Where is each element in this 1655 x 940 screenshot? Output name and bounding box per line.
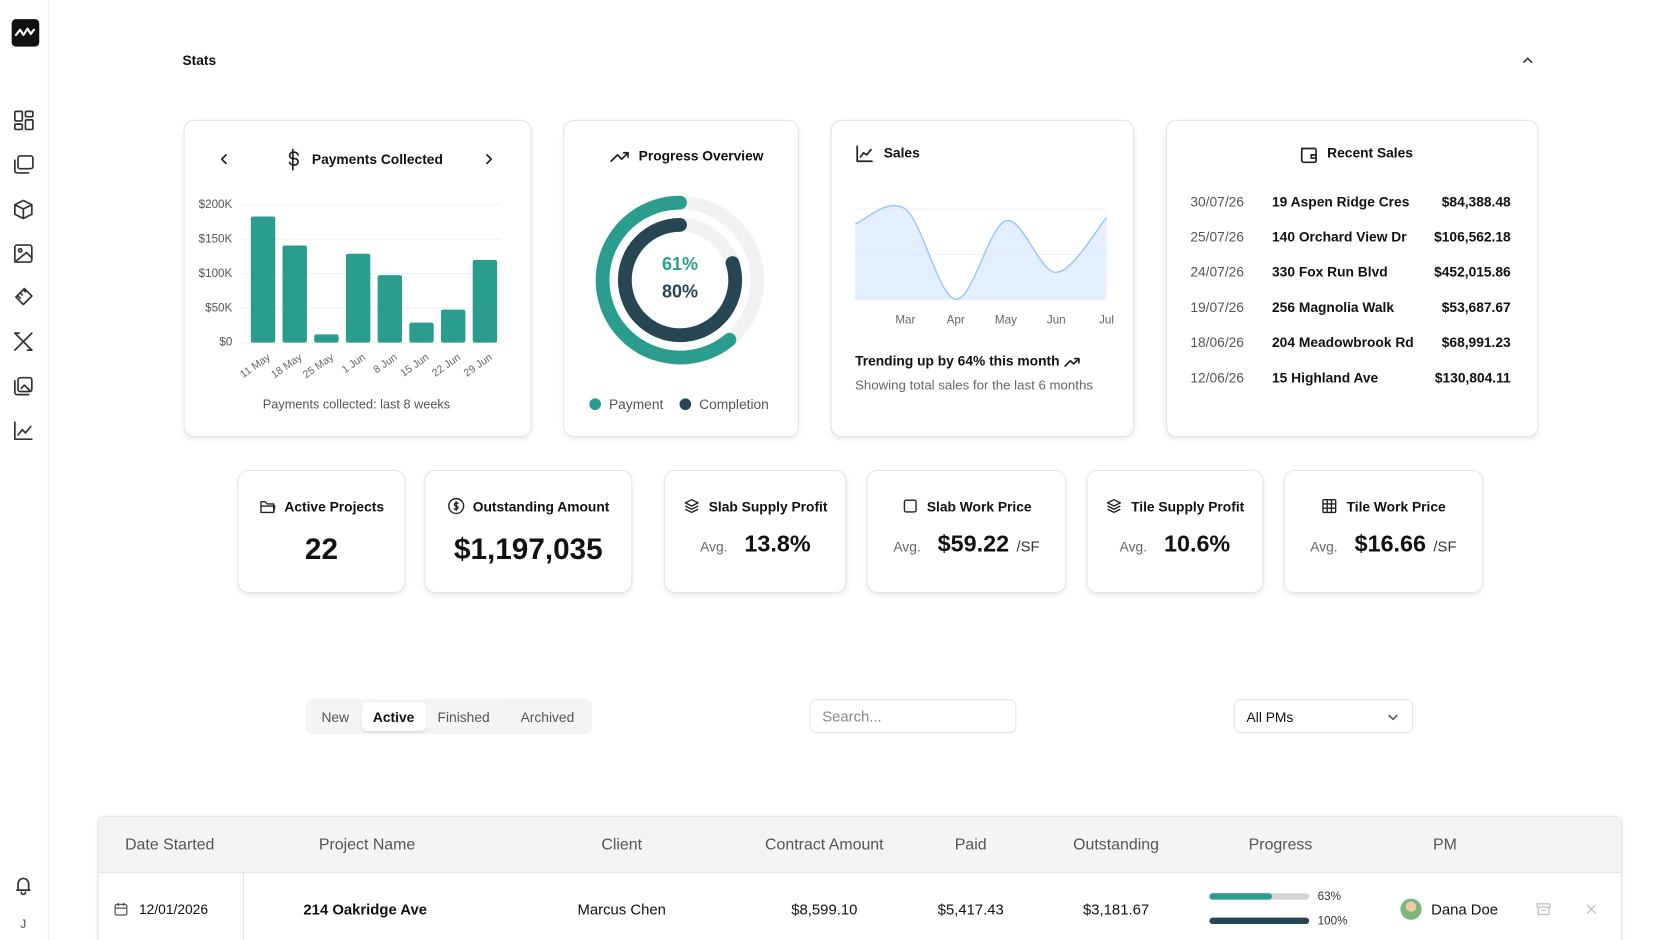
metric-icon [1322, 498, 1337, 514]
calendar-icon [114, 902, 128, 916]
metric-value-row: $1,197,035 [425, 533, 631, 569]
progress-bar [1209, 917, 1310, 925]
search-input[interactable] [809, 699, 1017, 734]
recent-sales-card [1165, 119, 1539, 438]
metric-card: Tile Supply Profit Avg. 10.6% [1086, 469, 1264, 594]
status-tab[interactable]: Active [372, 709, 415, 726]
paid: $5,417.43 [937, 900, 1004, 918]
metric-value-row: Avg. 10.6% [1087, 530, 1262, 566]
nav-reports[interactable] [14, 421, 33, 441]
metric-title-row: Outstanding Amount [425, 494, 631, 517]
date-started: 12/01/2026 [138, 901, 209, 918]
column-header: Client [601, 835, 643, 854]
metric-title: Outstanding Amount [472, 498, 610, 515]
metric-card: Outstanding Amount $1,197,035 [424, 469, 633, 594]
nav-measure[interactable] [15, 287, 33, 306]
table-header [98, 816, 1622, 874]
outstanding: $3,181.67 [1083, 900, 1150, 918]
column-header: Contract Amount [765, 835, 884, 854]
progress-label: 100% [1317, 915, 1348, 928]
progress-card [563, 119, 799, 438]
metric-title-row: Slab Supply Profit [665, 494, 845, 517]
metric-value: $16.66 [1354, 530, 1426, 557]
metric-value: $59.22 [937, 530, 1010, 557]
metric-unit: /SF [1433, 537, 1457, 555]
pm-select-value: All PMs [1246, 709, 1294, 726]
metric-icon [684, 498, 699, 514]
user-avatar[interactable]: J [20, 918, 27, 931]
metric-title-row: Tile Work Price [1285, 494, 1482, 517]
metric-value-row: 22 [239, 533, 405, 569]
metric-icon [903, 499, 917, 513]
nav-design[interactable] [14, 332, 33, 351]
status-tab[interactable]: Finished [437, 709, 490, 726]
metric-prefix: Avg. [700, 538, 728, 555]
column-header: Progress [1248, 835, 1313, 854]
metric-title: Slab Supply Profit [708, 498, 828, 515]
column-header: Outstanding [1073, 835, 1159, 854]
metric-title-row: Slab Work Price [868, 494, 1065, 517]
active-tab-bg [361, 702, 427, 731]
column-header: Date Started [125, 835, 215, 854]
section-title: Stats [182, 52, 217, 69]
metric-value-row: Avg. $59.22/SF [868, 530, 1065, 566]
metric-title: Tile Work Price [1346, 498, 1446, 515]
column-header: PM [1433, 835, 1457, 854]
progress-bar [1209, 893, 1273, 900]
metric-icon [1107, 498, 1122, 514]
pm-avatar [1400, 898, 1422, 920]
nav-images[interactable] [14, 244, 33, 263]
metric-title: Tile Supply Profit [1131, 498, 1245, 515]
projects-table [97, 815, 1623, 940]
status-tabs [305, 699, 592, 735]
column-divider [242, 873, 245, 940]
metric-card: Tile Work Price Avg. $16.66/SF [1283, 469, 1484, 594]
nav-dashboard[interactable] [14, 110, 34, 131]
metric-prefix: Avg. [1310, 538, 1338, 555]
metric-prefix: Avg. [1119, 538, 1148, 555]
notifications[interactable] [16, 877, 31, 896]
column-header: Project Name [318, 835, 416, 854]
sidebar: J [0, 0, 49, 940]
metric-value-row: Avg. 13.8% [665, 530, 845, 566]
client: Marcus Chen [577, 900, 666, 918]
status-tab[interactable]: Archived [520, 709, 575, 726]
contract-amount: $8,599.10 [791, 900, 858, 918]
column-header: Paid [954, 835, 987, 854]
metric-value-row: Avg. $16.66/SF [1285, 530, 1482, 566]
metric-title: Active Projects [284, 498, 385, 515]
project-name[interactable]: 214 Oakridge Ave [303, 900, 427, 918]
metric-card: Slab Work Price Avg. $59.22/SF [866, 469, 1067, 594]
metric-icon [447, 497, 464, 515]
metric-title-row: Active Projects [239, 494, 405, 517]
pm-name: Dana Doe [1431, 900, 1499, 918]
nav-gallery[interactable] [14, 376, 33, 396]
progress-label: 63% [1317, 890, 1342, 904]
metric-icon [260, 501, 276, 514]
sidebar-icons [11, 19, 40, 896]
metric-unit: /SF [1016, 537, 1040, 555]
pm-select[interactable] [1233, 699, 1414, 734]
metric-value: $1,197,035 [453, 532, 603, 566]
status-tab[interactable]: New [321, 709, 350, 726]
metric-value: 13.8% [744, 530, 811, 557]
metric-card: Slab Supply Profit Avg. 13.8% [664, 469, 847, 594]
collapse-button[interactable] [1519, 52, 1536, 69]
metric-card: Active Projects 22 [237, 469, 406, 594]
metric-title-row: Tile Supply Profit [1087, 494, 1262, 517]
row-actions[interactable] [1535, 901, 1609, 918]
metric-prefix: Avg. [893, 538, 921, 555]
search-placeholder: Search... [822, 707, 882, 725]
nav-products[interactable] [14, 199, 33, 220]
metric-title: Slab Work Price [926, 498, 1032, 515]
nav-files[interactable] [14, 155, 34, 174]
payments-card [183, 119, 532, 438]
select-chevron [1388, 714, 1398, 721]
metric-value: 22 [304, 532, 338, 566]
metric-value: 10.6% [1164, 530, 1231, 557]
sales-card [830, 119, 1135, 438]
